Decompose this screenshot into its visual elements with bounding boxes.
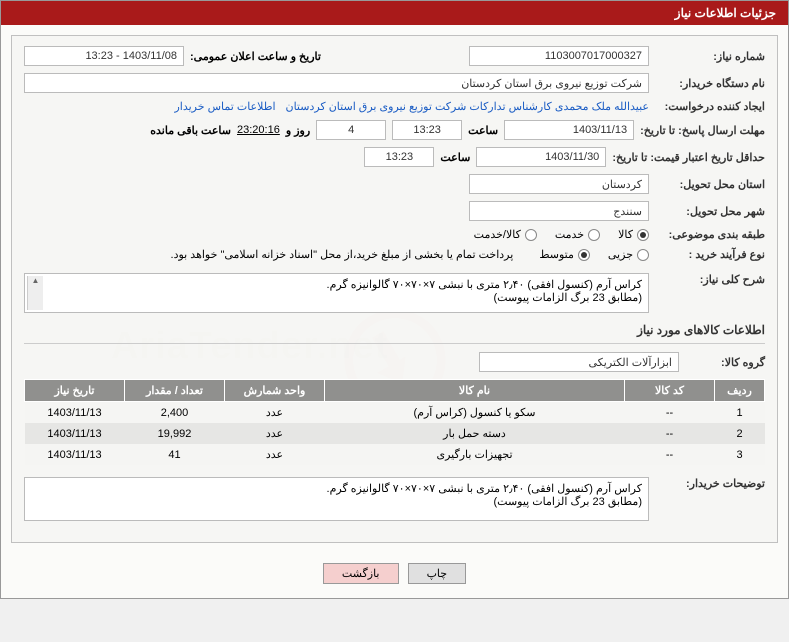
radio-partial[interactable]: جزیی (608, 248, 649, 261)
group-field: ابزارآلات الکتریکی (479, 352, 679, 372)
table-cell: -- (625, 402, 715, 424)
panel-title: جزئیات اطلاعات نیاز (675, 6, 776, 20)
buyer-device-field: شرکت توزیع نیروی برق استان کردستان (24, 73, 649, 93)
countdown-field: 23:20:16 (237, 124, 280, 136)
table-cell: 1 (715, 402, 765, 424)
radio-kala[interactable]: کالا (618, 228, 649, 241)
table-cell: 3 (715, 444, 765, 465)
table-cell: 41 (125, 444, 225, 465)
th-name: نام کالا (325, 380, 625, 402)
radio-medium-label: متوسط (539, 248, 574, 261)
summary-textarea[interactable]: کراس آرم (کنسول افقی) ۲٫۴۰ متری با نبشی … (24, 273, 649, 313)
table-cell: عدد (225, 402, 325, 424)
process-label: نوع فرآیند خرید : (655, 248, 765, 261)
radio-dot-icon (588, 229, 600, 241)
table-cell: دسته حمل بار (325, 423, 625, 444)
table-cell: -- (625, 444, 715, 465)
city-label: شهر محل تحویل: (655, 205, 765, 218)
process-radio-group: جزیی متوسط (539, 248, 649, 261)
time-label-1: ساعت (468, 124, 498, 137)
need-no-field: 1103007017000327 (469, 46, 649, 66)
requester-label: ایجاد کننده درخواست: (655, 100, 765, 113)
table-cell: 1403/11/13 (25, 402, 125, 424)
table-cell: سکو یا کنسول (کراس آرم) (325, 402, 625, 424)
goods-table: ردیف کد کالا نام کالا واحد شمارش تعداد /… (24, 379, 765, 465)
print-button[interactable]: چاپ (408, 563, 467, 584)
table-cell: 2 (715, 423, 765, 444)
deadline-label: مهلت ارسال پاسخ: تا تاریخ: (640, 124, 765, 137)
summary-label: شرح کلی نیاز: (655, 273, 765, 286)
radio-khadamat-label: خدمت (555, 228, 584, 241)
announce-label: تاریخ و ساعت اعلان عمومی: (190, 50, 321, 63)
table-cell: عدد (225, 444, 325, 465)
summary-line1: کراس آرم (کنسول افقی) ۲٫۴۰ متری با نبشی … (45, 278, 642, 291)
days-remaining-field: 4 (316, 120, 386, 140)
validity-time-field: 13:23 (364, 147, 434, 167)
back-button[interactable]: بازگشت (323, 563, 399, 584)
notes-textarea[interactable]: کراس آرم (کنسول افقی) ۲٫۴۰ متری با نبشی … (24, 477, 649, 521)
remaining-suffix: ساعت باقی مانده (150, 124, 231, 137)
validity-date-field: 1403/11/30 (476, 147, 606, 167)
details-panel: شماره نیاز: 1103007017000327 تاریخ و ساع… (11, 35, 778, 543)
main-window: جزئیات اطلاعات نیاز AriaTender.net شماره… (0, 0, 789, 599)
summary-line2: (مطابق 23 برگ الزامات پیوست) (45, 291, 642, 304)
table-row: 2--دسته حمل بارعدد19,9921403/11/13 (25, 423, 765, 444)
radio-medium[interactable]: متوسط (539, 248, 590, 261)
contact-link[interactable]: اطلاعات تماس خریدار (174, 100, 275, 113)
table-cell: 1403/11/13 (25, 423, 125, 444)
table-row: 3--تجهیزات بارگیریعدد411403/11/13 (25, 444, 765, 465)
radio-dot-icon (637, 229, 649, 241)
table-cell: تجهیزات بارگیری (325, 444, 625, 465)
announce-field: 1403/11/08 - 13:23 (24, 46, 184, 66)
group-label: گروه کالا: (685, 356, 765, 369)
th-qty: تعداد / مقدار (125, 380, 225, 402)
th-unit: واحد شمارش (225, 380, 325, 402)
validity-label: حداقل تاریخ اعتبار قیمت: تا تاریخ: (612, 151, 765, 164)
goods-info-title: اطلاعات کالاهای مورد نیاز (24, 323, 765, 337)
table-cell: 19,992 (125, 423, 225, 444)
radio-kala-label: کالا (618, 228, 633, 241)
th-row: ردیف (715, 380, 765, 402)
th-code: کد کالا (625, 380, 715, 402)
radio-khadamat[interactable]: خدمت (555, 228, 600, 241)
table-cell: -- (625, 423, 715, 444)
days-and-label: روز و (286, 124, 310, 137)
radio-dot-icon (578, 249, 590, 261)
time-label-2: ساعت (440, 151, 470, 164)
button-bar: چاپ بازگشت (11, 553, 778, 588)
table-row: 1--سکو یا کنسول (کراس آرم)عدد2,4001403/1… (25, 402, 765, 424)
radio-dot-icon (637, 249, 649, 261)
radio-both[interactable]: کالا/خدمت (474, 228, 537, 241)
city-field: سنندج (469, 201, 649, 221)
deadline-date-field: 1403/11/13 (504, 120, 634, 140)
content-area: AriaTender.net شماره نیاز: 1103007017000… (1, 25, 788, 598)
table-cell: عدد (225, 423, 325, 444)
scrollbar[interactable] (27, 276, 43, 310)
radio-both-label: کالا/خدمت (474, 228, 521, 241)
th-date: تاریخ نیاز (25, 380, 125, 402)
table-cell: 1403/11/13 (25, 444, 125, 465)
payment-note: پرداخت تمام یا بخشی از مبلغ خرید،از محل … (171, 248, 514, 261)
need-no-label: شماره نیاز: (655, 50, 765, 63)
radio-partial-label: جزیی (608, 248, 633, 261)
notes-line1: کراس آرم (کنسول افقی) ۲٫۴۰ متری با نبشی … (31, 482, 642, 495)
radio-dot-icon (525, 229, 537, 241)
category-radio-group: کالا خدمت کالا/خدمت (474, 228, 649, 241)
panel-header: جزئیات اطلاعات نیاز (1, 1, 788, 25)
category-label: طبقه بندی موضوعی: (655, 228, 765, 241)
table-cell: 2,400 (125, 402, 225, 424)
deadline-time-field: 13:23 (392, 120, 462, 140)
notes-label: توضیحات خریدار: (655, 477, 765, 490)
notes-line2: (مطابق 23 برگ الزامات پیوست) (31, 495, 642, 508)
requester-field: عبیدالله ملک محمدی کارشناس تدارکات شرکت … (286, 100, 650, 113)
buyer-device-label: نام دستگاه خریدار: (655, 77, 765, 90)
province-label: استان محل تحویل: (655, 178, 765, 191)
province-field: کردستان (469, 174, 649, 194)
